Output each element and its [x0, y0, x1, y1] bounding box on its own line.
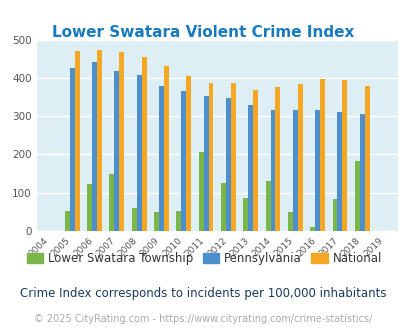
Bar: [354, 161, 359, 231]
Bar: [247, 106, 252, 231]
Bar: [287, 212, 292, 231]
Bar: [164, 66, 168, 231]
Bar: [154, 212, 159, 231]
Bar: [314, 111, 319, 231]
Bar: [87, 184, 92, 231]
Bar: [297, 84, 302, 231]
Bar: [198, 152, 203, 231]
Bar: [319, 79, 324, 231]
Bar: [341, 80, 346, 231]
Bar: [364, 86, 369, 231]
Bar: [92, 62, 97, 231]
Bar: [75, 51, 79, 231]
Bar: [243, 198, 247, 231]
Bar: [119, 52, 124, 231]
Bar: [203, 96, 208, 231]
Bar: [309, 227, 314, 231]
Bar: [141, 57, 146, 231]
Bar: [176, 211, 181, 231]
Bar: [252, 90, 258, 231]
Bar: [270, 111, 275, 231]
Bar: [220, 183, 225, 231]
Text: Lower Swatara Violent Crime Index: Lower Swatara Violent Crime Index: [52, 25, 353, 40]
Bar: [181, 91, 186, 231]
Bar: [70, 68, 75, 231]
Bar: [359, 114, 364, 231]
Bar: [225, 98, 230, 231]
Bar: [265, 181, 270, 231]
Legend: Lower Swatara Township, Pennsylvania, National: Lower Swatara Township, Pennsylvania, Na…: [22, 247, 386, 270]
Bar: [109, 174, 114, 231]
Bar: [292, 111, 297, 231]
Bar: [132, 208, 136, 231]
Bar: [114, 71, 119, 231]
Bar: [332, 199, 337, 231]
Bar: [97, 50, 102, 231]
Bar: [136, 75, 141, 231]
Text: © 2025 CityRating.com - https://www.cityrating.com/crime-statistics/: © 2025 CityRating.com - https://www.city…: [34, 314, 371, 324]
Bar: [65, 211, 70, 231]
Bar: [208, 83, 213, 231]
Bar: [159, 86, 164, 231]
Bar: [230, 83, 235, 231]
Text: Crime Index corresponds to incidents per 100,000 inhabitants: Crime Index corresponds to incidents per…: [20, 287, 385, 300]
Bar: [275, 87, 279, 231]
Bar: [337, 112, 341, 231]
Bar: [186, 76, 191, 231]
